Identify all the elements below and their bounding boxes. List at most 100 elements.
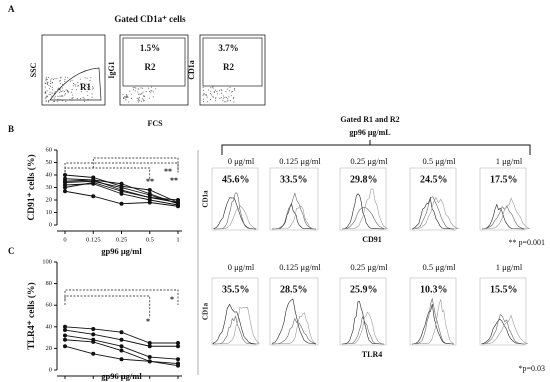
- histogram-curve: [341, 311, 385, 345]
- significance: *: [170, 295, 174, 304]
- event-dot: [67, 91, 69, 93]
- percent: 35.5%: [222, 284, 250, 295]
- gate-label: R1: [80, 82, 91, 92]
- point: [63, 328, 67, 333]
- event-dot: [45, 99, 47, 101]
- event-dot: [233, 89, 235, 91]
- event-dot: [125, 99, 127, 101]
- event-dot: [65, 89, 67, 91]
- point: [119, 357, 124, 362]
- sig-bracket: [64, 167, 151, 180]
- y-axis-label: CD91⁺ cells (%): [26, 154, 37, 220]
- event-dot: [151, 90, 153, 92]
- event-dot: [220, 89, 222, 91]
- histogram-curve: [341, 315, 385, 345]
- plot-y-label: CD1a: [187, 60, 196, 80]
- event-dot: [209, 93, 211, 95]
- event-dot: [77, 85, 79, 87]
- concentration: 0.5 μg/ml: [423, 262, 457, 272]
- event-dot: [47, 101, 49, 103]
- significance: **: [170, 176, 178, 185]
- event-dot: [51, 82, 53, 84]
- event-dot: [226, 96, 228, 98]
- event-dot: [87, 98, 89, 100]
- significance: **: [146, 177, 154, 186]
- event-dot: [45, 79, 47, 81]
- event-dot: [64, 93, 66, 95]
- histogram-curve: [411, 299, 455, 345]
- y-tick-label: 30: [46, 184, 53, 191]
- percent: 45.6%: [222, 174, 250, 185]
- p-value: *p=0.03: [518, 364, 545, 373]
- event-dot: [86, 91, 88, 93]
- event-dot: [90, 77, 92, 79]
- event-dot: [138, 88, 140, 90]
- event-dot: [79, 78, 81, 80]
- event-dot: [221, 89, 223, 91]
- event-dot: [205, 94, 207, 96]
- dot-plot-frame: [41, 34, 106, 106]
- event-dot: [145, 90, 147, 92]
- histogram-frame: [211, 277, 259, 346]
- event-dot: [212, 96, 214, 98]
- point: [176, 357, 180, 362]
- event-dot: [233, 101, 235, 103]
- event-dot: [227, 100, 229, 102]
- event-dot: [80, 91, 82, 93]
- hist-y-label: CD1a: [202, 302, 210, 320]
- event-dot: [229, 86, 231, 88]
- histogram-curve: [341, 300, 385, 345]
- panel-title: Gated CD1a⁺ cells: [114, 14, 186, 24]
- event-dot: [138, 101, 140, 103]
- event-dot: [79, 98, 81, 100]
- event-dot: [44, 91, 46, 93]
- event-dot: [59, 90, 61, 92]
- event-dot: [50, 83, 52, 85]
- event-dot: [143, 95, 145, 97]
- event-dot: [126, 95, 128, 97]
- event-dot: [210, 90, 212, 92]
- event-dot: [47, 95, 49, 97]
- histogram-curve: [213, 197, 257, 230]
- point: [119, 330, 124, 335]
- percent: 29.8%: [350, 174, 378, 185]
- event-dot: [57, 88, 59, 90]
- event-dot: [51, 92, 53, 94]
- sig-bracket: [64, 162, 179, 174]
- event-dot: [230, 95, 232, 97]
- event-dot: [132, 87, 134, 89]
- event-dot: [124, 97, 126, 99]
- event-dot: [125, 95, 127, 97]
- event-dot: [213, 90, 215, 92]
- event-dot: [51, 95, 53, 97]
- percent: 28.5%: [280, 284, 308, 295]
- point: [119, 181, 124, 186]
- histogram-curve: [213, 192, 257, 230]
- event-dot: [130, 97, 132, 99]
- event-dot: [134, 90, 136, 92]
- event-dot: [138, 96, 140, 98]
- histogram-curve: [213, 306, 260, 345]
- event-dot: [65, 100, 67, 102]
- point: [91, 332, 96, 337]
- event-dot: [223, 95, 225, 97]
- event-dot: [64, 78, 66, 80]
- point: [119, 348, 124, 353]
- event-dot: [48, 76, 50, 78]
- event-dot: [220, 97, 222, 99]
- event-dot: [51, 77, 53, 79]
- gate-percent: 1.5%: [140, 43, 160, 53]
- event-dot: [46, 79, 48, 81]
- event-dot: [221, 92, 223, 94]
- event-dot: [137, 91, 139, 93]
- point: [63, 185, 67, 190]
- event-dot: [50, 85, 52, 87]
- histogram-curve: [271, 312, 317, 345]
- point: [91, 339, 96, 344]
- event-dot: [57, 98, 59, 100]
- point: [176, 204, 180, 209]
- y-tick-label: 40: [46, 171, 53, 178]
- histogram-curve: [411, 196, 460, 230]
- event-dot: [67, 89, 69, 91]
